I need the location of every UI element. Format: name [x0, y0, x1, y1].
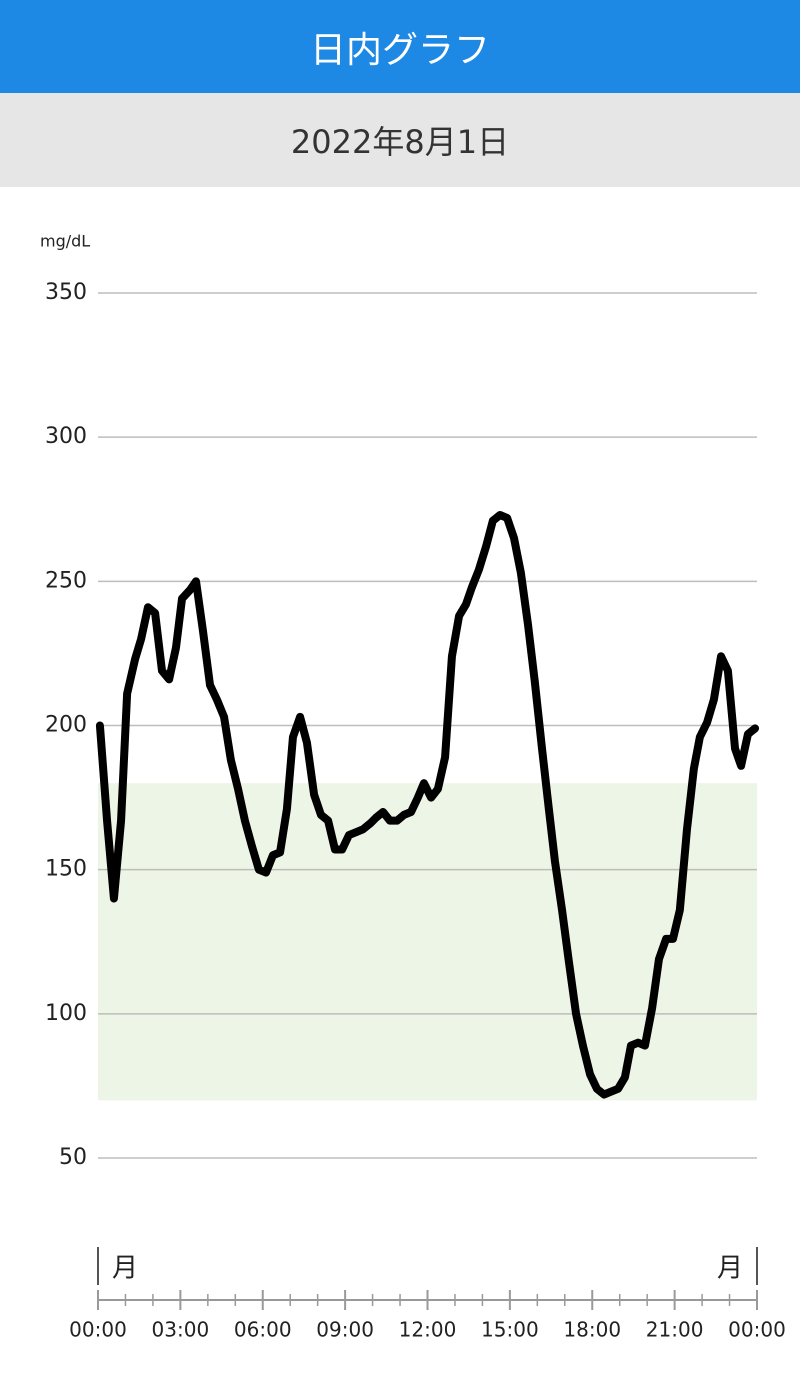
- chart: mg/dL 50 100 150 200 250 300 350 00:00 03:00 06:0…: [40, 232, 786, 1342]
- day-marker-label: 月: [112, 1254, 138, 1284]
- y-tick-label: 350: [45, 280, 87, 305]
- x-tick-label: 06:00: [234, 1318, 292, 1342]
- x-tick-label: 21:00: [646, 1318, 704, 1342]
- unit-label: mg/dL: [40, 232, 90, 251]
- glucose-line: [95, 511, 760, 1099]
- x-tick-label: 03:00: [152, 1318, 210, 1342]
- y-tick-label: 200: [45, 713, 87, 738]
- day-marker-label: 月: [717, 1254, 743, 1284]
- x-tick-label: 00:00: [728, 1318, 786, 1342]
- x-tick-label: 12:00: [399, 1318, 457, 1342]
- header-title: 日内グラフ: [0, 0, 800, 93]
- y-tick-label: 150: [45, 857, 87, 882]
- target-range: [98, 783, 757, 1101]
- y-tick-label: 50: [59, 1145, 87, 1170]
- x-tick-label: 18:00: [563, 1318, 621, 1342]
- x-tick-label: 09:00: [316, 1318, 374, 1342]
- x-tick-label: 00:00: [69, 1318, 127, 1342]
- y-tick-label: 100: [45, 1001, 87, 1026]
- date-label: 2022年8月1日: [0, 93, 800, 187]
- y-tick-label: 250: [45, 568, 87, 593]
- x-tick-label: 15:00: [481, 1318, 539, 1342]
- y-tick-label: 300: [45, 424, 87, 449]
